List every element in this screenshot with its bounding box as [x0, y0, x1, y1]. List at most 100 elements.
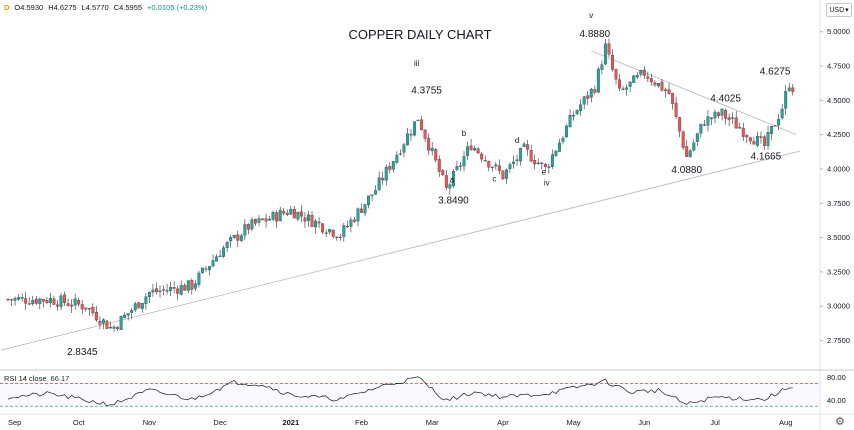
candle-body [73, 298, 77, 306]
candle-body [133, 303, 137, 311]
candle-body [222, 247, 226, 257]
annotations: 2.8345 iii 4.3755 b a 3.8490 d c e iv v 4.8880 4.402… [67, 11, 791, 358]
gear-icon[interactable]: ⚙ [835, 416, 845, 428]
candle-body [430, 147, 434, 152]
rsi-legend: RSI 14 close 66.17 [4, 374, 69, 383]
candle-body [780, 108, 784, 119]
candle-body [603, 43, 607, 65]
rsi-tick-label: 40.00 [827, 396, 846, 405]
candle-body [561, 137, 565, 142]
candle-body [356, 208, 360, 222]
candle-body [321, 223, 325, 233]
candle-body [250, 219, 254, 230]
candle-body [395, 154, 399, 163]
candle-body [734, 117, 738, 129]
candle-body [494, 164, 498, 167]
y-tick-label: 5.0000 [827, 27, 850, 36]
candle-body [63, 294, 67, 304]
chart-title: COPPER DAILY CHART [348, 27, 491, 42]
candle-body [402, 144, 406, 153]
time-axis[interactable]: Sep Oct Nov Dec 2021 Feb Mar Apr May Jun Jul Aug [8, 418, 792, 427]
candle-body [183, 285, 187, 291]
x-tick-label: Aug [779, 418, 792, 427]
y-tick-label: 4.7500 [827, 62, 850, 71]
candle-body [225, 242, 229, 248]
candle-body [745, 135, 749, 138]
candle-body [257, 218, 261, 223]
y-tick-label: 3.5000 [827, 233, 850, 242]
candle-body [512, 161, 515, 164]
rsi-tick-label: 80.00 [827, 373, 846, 382]
candle-body [112, 326, 116, 329]
candle-body [413, 121, 416, 136]
candle-body [642, 69, 646, 76]
candle-body [671, 93, 675, 104]
y-tick-label: 3.7500 [827, 199, 850, 208]
ohlc-change: +0.0105 (+0.23%) [147, 3, 208, 12]
candle-body [702, 124, 706, 126]
ohlc-legend: D O4.5930 H4.6275 L4.5770 C4.5955 +0.010… [4, 3, 207, 12]
symbol-logo[interactable]: D [4, 3, 10, 12]
candle-body [614, 69, 618, 80]
candle-body [91, 307, 95, 314]
candle-body [342, 225, 346, 237]
candle-body [243, 224, 247, 236]
candle-body [501, 170, 505, 180]
candle-body [755, 136, 759, 146]
candle-body [710, 117, 713, 120]
candle-body [572, 114, 576, 117]
candle-body [70, 304, 74, 307]
candle-body [27, 303, 31, 305]
candle-body [451, 171, 455, 187]
candle-body [437, 159, 441, 172]
candle-body [635, 75, 639, 78]
candle-body [427, 138, 431, 151]
candle-body [565, 125, 568, 138]
candle-body [579, 104, 583, 111]
candle-body [31, 300, 35, 305]
candle-body [536, 162, 540, 165]
candle-body [469, 145, 473, 151]
x-tick-label: May [567, 418, 581, 427]
annotation-label: 4.6275 [760, 66, 791, 77]
candle-body [713, 111, 717, 119]
candle-body [239, 235, 243, 241]
candle-body [787, 87, 791, 91]
candle-body [748, 137, 752, 142]
candle-body [197, 272, 201, 285]
candle-body [508, 164, 512, 169]
candle-body [119, 316, 123, 330]
candle-body [56, 304, 59, 307]
candle-body [674, 102, 678, 117]
candle-body [444, 175, 448, 188]
candle-body [706, 116, 710, 126]
candle-body [646, 76, 650, 79]
candle-body [448, 184, 452, 189]
candle-body [533, 160, 537, 165]
candle-body [126, 313, 130, 316]
price-axis[interactable]: 5.0000 4.7500 4.5000 4.2500 4.0000 3.7500 3.50… [820, 27, 850, 345]
candle-body [664, 89, 667, 91]
candle-body [600, 64, 604, 70]
candle-body [473, 148, 477, 151]
candle-body [558, 142, 561, 152]
currency-button[interactable]: USD ▾ [826, 3, 852, 17]
x-tick-label: Nov [143, 418, 157, 427]
candle-body [48, 297, 52, 304]
candle-body [87, 308, 91, 310]
trendline [591, 50, 797, 136]
candle-body [34, 298, 38, 304]
candle-body [459, 165, 462, 167]
x-tick-label: Sep [8, 418, 21, 427]
candle-body [66, 303, 70, 306]
candle-body [317, 221, 321, 224]
candle-body [296, 212, 300, 220]
candle-body [352, 219, 356, 222]
annotation-label: v [589, 11, 593, 20]
y-tick-label: 4.2500 [827, 130, 850, 139]
candle-body [717, 112, 720, 116]
candle-body [487, 161, 491, 168]
candle-body [480, 153, 484, 160]
